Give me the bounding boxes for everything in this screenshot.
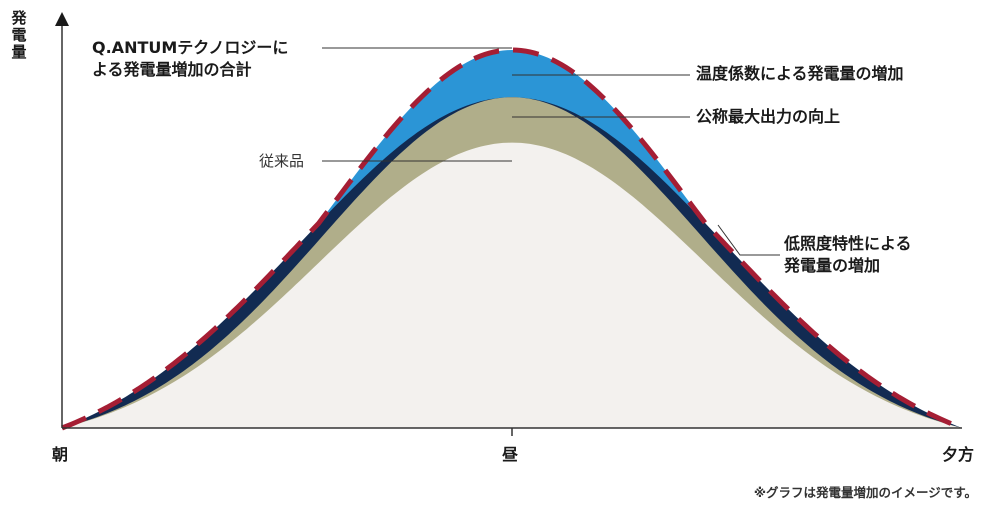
annotation-qantum-line1: Q.ANTUMテクノロジーに bbox=[92, 38, 289, 57]
area-conventional bbox=[62, 142, 962, 428]
annotation-temperature: 温度係数による発電量の増加 bbox=[696, 64, 904, 83]
y-axis-arrow bbox=[55, 12, 69, 26]
annotation-lowlight: 低照度特性による 発電量の増加 bbox=[784, 233, 912, 277]
x-tick-label-noon: 昼 bbox=[502, 445, 519, 464]
leader-lowlight bbox=[717, 224, 780, 256]
annotation-qantum-line2: よる発電量増加の合計 bbox=[92, 60, 252, 79]
x-tick-label-morning: 朝 bbox=[52, 445, 69, 464]
annotation-conventional: 従来品 bbox=[259, 152, 305, 170]
total-dashed-line bbox=[61, 47, 963, 431]
annotation-qantum: Q.ANTUMテクノロジーに よる発電量増加の合計 bbox=[92, 37, 288, 81]
y-axis-label: 発電量 bbox=[11, 9, 27, 61]
annotation-power: 公称最大出力の向上 bbox=[696, 107, 841, 126]
annotation-lowlight-line2: 発電量の増加 bbox=[784, 256, 881, 275]
x-tick-label-evening: 夕方 bbox=[942, 445, 975, 464]
annotation-lowlight-line1: 低照度特性による bbox=[784, 234, 912, 253]
chart-note: ※グラフは発電量増加のイメージです。 bbox=[753, 485, 977, 500]
